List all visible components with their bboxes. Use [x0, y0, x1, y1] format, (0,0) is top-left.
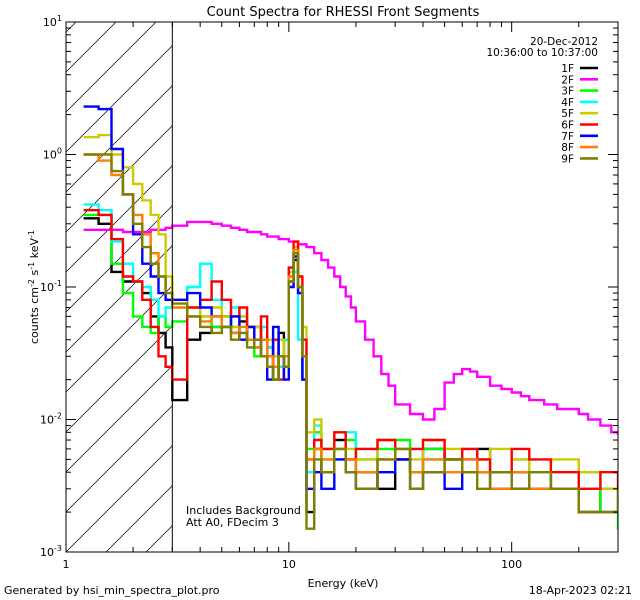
hatch-line [66, 85, 173, 193]
excluded-hatch-region [66, 22, 173, 552]
legend-label-3F: 3F [561, 86, 574, 98]
time-range-label: 10:36:00 to 10:37:00 [486, 47, 598, 59]
x-tick-labels: 1 10 100 [63, 558, 523, 571]
hatch-line [66, 205, 173, 313]
y-tick-label: 10-2 [40, 412, 62, 427]
legend-label-6F: 6F [561, 120, 574, 132]
y-tick-label: 101 [43, 14, 62, 29]
timestamp-label: 18-Apr-2023 02:21 [529, 584, 632, 597]
annotation-attenuator: Att A0, FDecim 3 [186, 516, 279, 529]
hatch-line [66, 285, 173, 393]
series-line-6F [83, 209, 618, 490]
hatch-line [66, 245, 173, 353]
hatch-line [66, 405, 173, 513]
y-tick-label: 10-3 [40, 544, 62, 559]
series-layer [83, 105, 618, 530]
axis-ticks [65, 21, 619, 553]
series-line-2F [83, 220, 618, 435]
legend-label-2F: 2F [561, 74, 574, 86]
x-tick-label: 10 [282, 558, 296, 571]
y-tick-labels: 10-3 10-2 10-1 100 101 [40, 14, 62, 559]
legend-label-4F: 4F [561, 97, 574, 109]
hatch-line [66, 365, 173, 473]
legend-label-9F: 9F [561, 153, 574, 165]
y-tick-label: 10-1 [40, 279, 62, 294]
annotation-background: Includes Background [186, 504, 301, 517]
y-tick-label: 100 [43, 147, 62, 162]
generated-by-label: Generated by hsi_min_spectra_plot.pro [4, 584, 220, 597]
x-axis-label: Energy (keV) [308, 577, 379, 590]
series-line-9F [83, 153, 618, 530]
x-tick-label: 1 [63, 558, 70, 571]
hatch-line [66, 22, 157, 113]
x-tick-label: 100 [501, 558, 522, 571]
hatch-line [66, 445, 173, 552]
legend-label-8F: 8F [561, 142, 574, 154]
legend-label-5F: 5F [561, 108, 574, 120]
date-label: 20-Dec-2012 [530, 36, 598, 48]
y-axis-label: counts cm-2 s-1 keV-1 [27, 230, 41, 344]
legend-label-1F: 1F [561, 63, 574, 75]
chart-title: Count Spectra for RHESSI Front Segments [207, 5, 480, 20]
hatch-line [66, 45, 173, 153]
legend-label-7F: 7F [561, 131, 574, 143]
